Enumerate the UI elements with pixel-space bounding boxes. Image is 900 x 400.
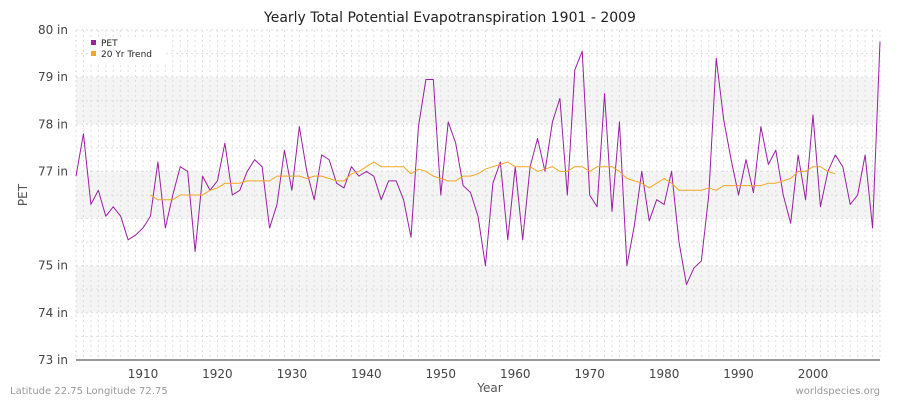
y-tick-label: 79 in [38, 70, 68, 84]
y-axis-label: PET [16, 183, 30, 206]
x-tick-label: 1920 [202, 367, 233, 381]
legend: PET 20 Yr Trend [88, 37, 166, 63]
x-axis-ticks: 1910 1920 1930 1940 1950 1960 1970 1980 1990 2000 [128, 367, 829, 381]
x-axis-label: Year [476, 381, 502, 395]
x-tick-label: 1930 [277, 367, 308, 381]
legend-label-pet: PET [101, 39, 118, 49]
legend-swatch-pet [91, 40, 96, 45]
y-tick-label: 73 in [38, 353, 68, 367]
x-tick-label: 2000 [798, 367, 829, 381]
x-tick-label: 1950 [426, 367, 457, 381]
legend-box [88, 37, 166, 63]
x-tick-label: 1940 [351, 367, 382, 381]
footer-location: Latitude 22.75 Longitude 72.75 [10, 386, 168, 397]
y-tick-label: 77 in [38, 164, 68, 178]
x-tick-label: 1980 [649, 367, 680, 381]
footer-source: worldspecies.org [796, 386, 880, 397]
series-lines [75, 41, 881, 286]
y-tick-label: 80 in [38, 23, 68, 37]
legend-label-trend: 20 Yr Trend [101, 50, 152, 60]
chart-title: Yearly Total Potential Evapotranspiratio… [263, 10, 636, 26]
y-axis-ticks: 73 in 74 in 75 in 77 in 78 in 79 in 80 in [38, 23, 68, 367]
x-tick-label: 1910 [128, 367, 159, 381]
y-tick-label: 74 in [38, 306, 68, 320]
x-tick-label: 1990 [723, 367, 754, 381]
y-tick-label: 78 in [38, 117, 68, 131]
legend-swatch-trend [91, 51, 96, 56]
x-tick-label: 1970 [574, 367, 605, 381]
series-line-trend [150, 161, 836, 201]
x-tick-label: 1960 [500, 367, 531, 381]
y-tick-label: 75 in [38, 259, 68, 273]
